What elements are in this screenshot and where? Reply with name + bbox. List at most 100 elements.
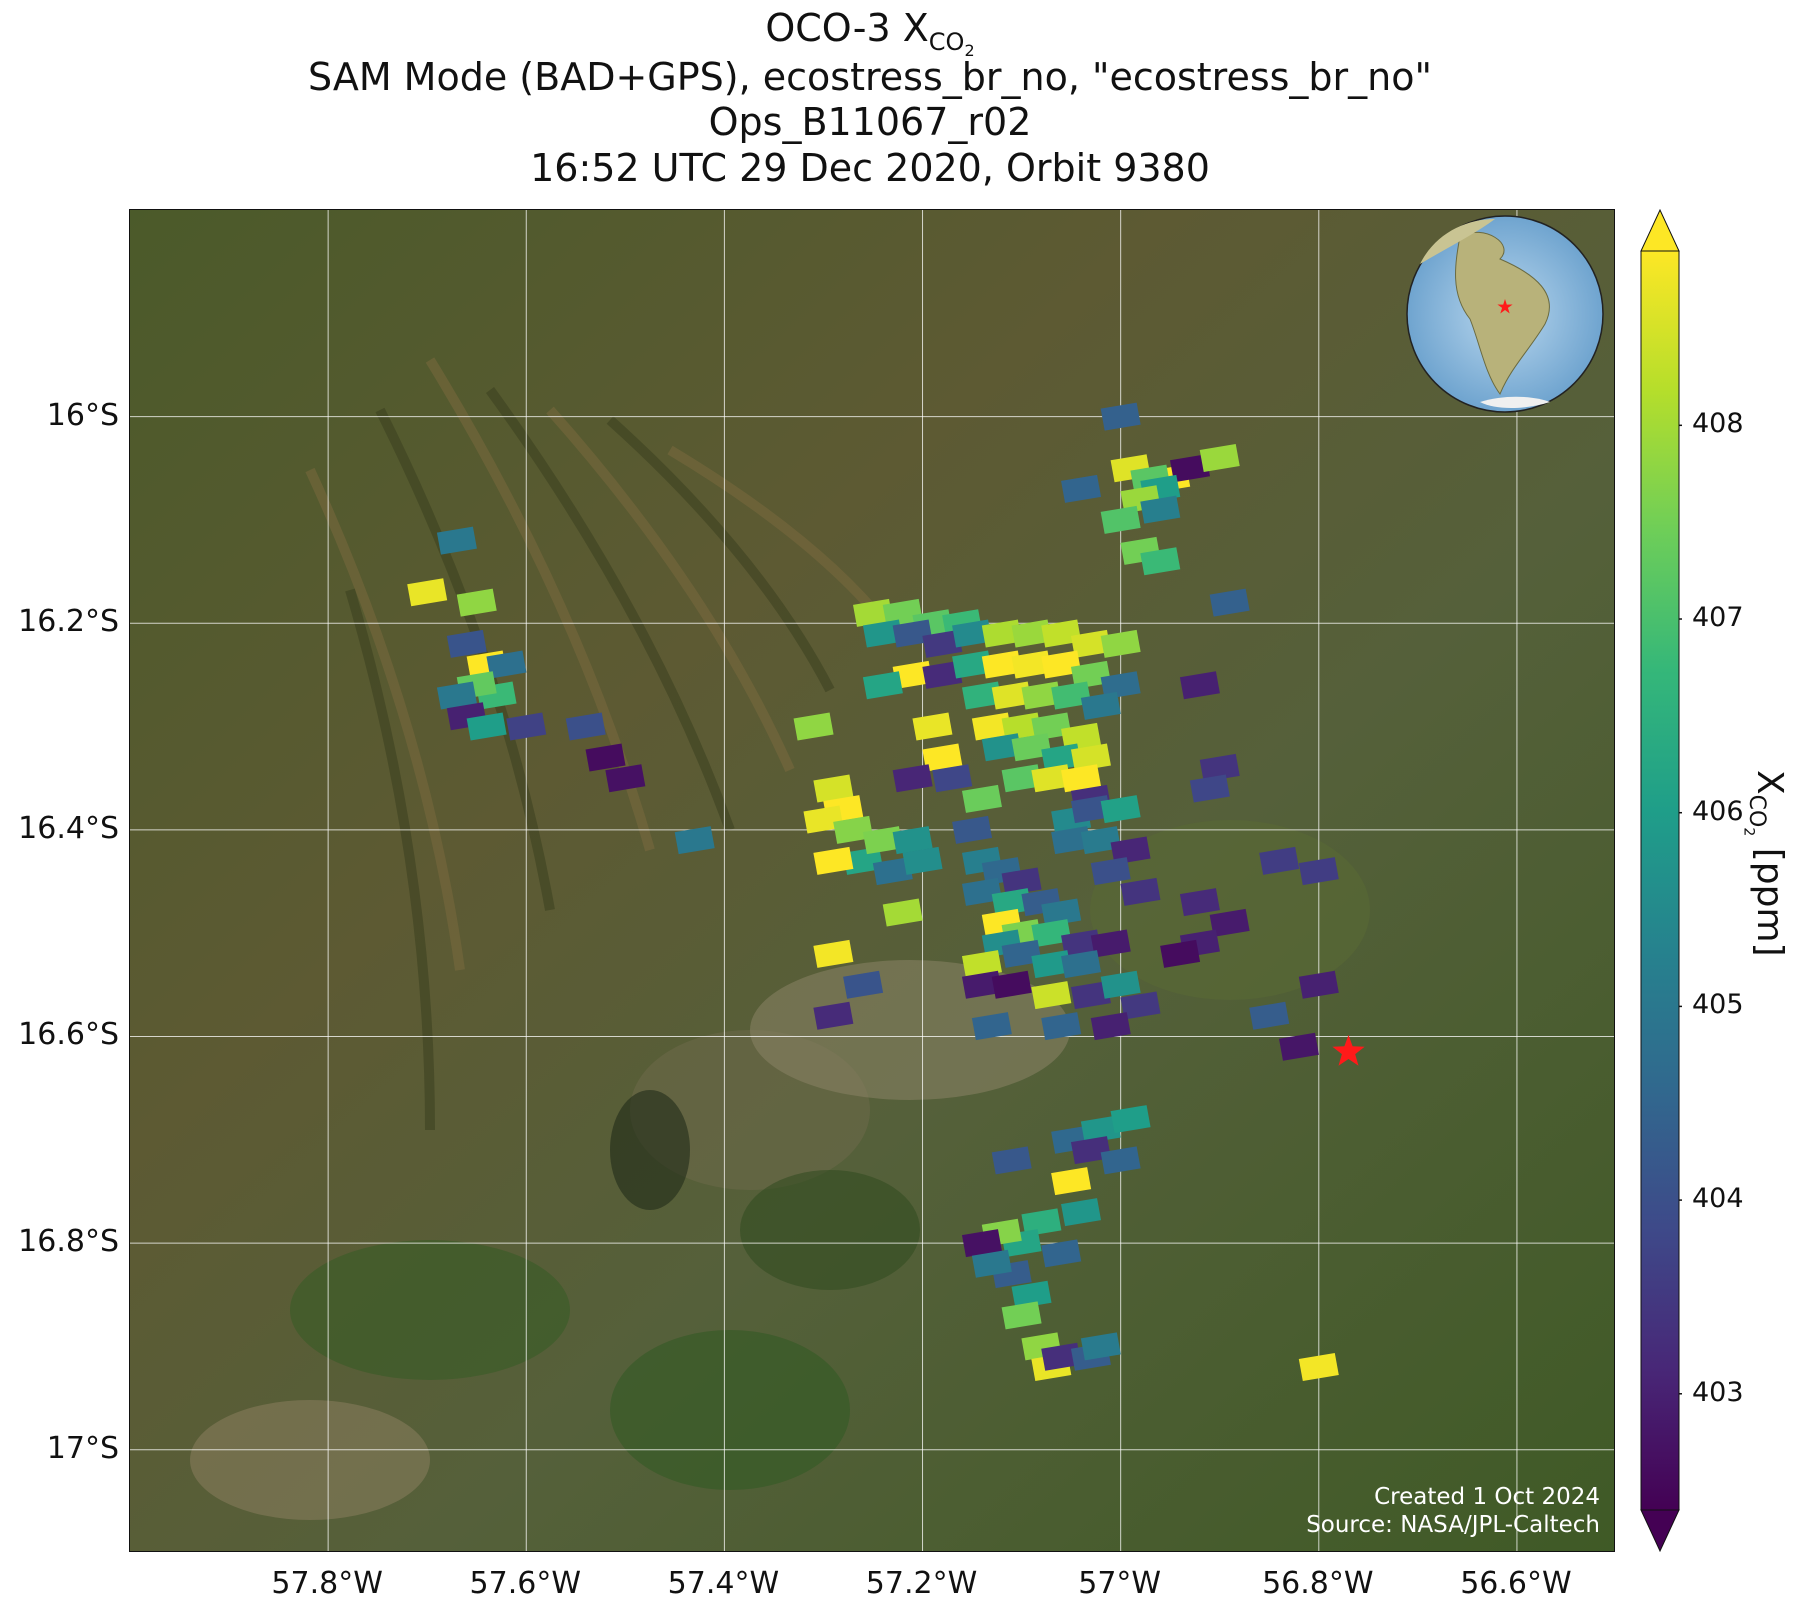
xco2-sounding (565, 712, 606, 741)
xco2-sounding (813, 939, 854, 968)
colorbar (1640, 209, 1682, 1552)
xco2-sounding (961, 784, 1002, 813)
lon-tick-label: 56.6°W (1460, 1566, 1572, 1601)
lat-tick-label: 16°S (46, 397, 119, 433)
xco2-sounding (1070, 981, 1111, 1010)
xco2-sounding (1179, 888, 1220, 917)
ridge-line (305, 467, 465, 971)
ridge-line (546, 406, 795, 773)
lon-tick-label: 56.8°W (1262, 1566, 1374, 1601)
xco2-sounding (862, 671, 903, 700)
lat-tick-label: 16.6°S (18, 1017, 119, 1053)
lon-tick-label: 57.6°W (469, 1566, 581, 1601)
xco2-sounding (1041, 619, 1082, 648)
xco2-sounding (1278, 1032, 1319, 1061)
xco2-sounding (1061, 950, 1102, 979)
xco2-sounding (1021, 1208, 1062, 1237)
xco2-sounding (1170, 454, 1211, 483)
xco2-sounding (892, 826, 933, 855)
xco2-sounding (991, 970, 1032, 999)
lat-tick-label: 16.8°S (18, 1224, 119, 1260)
xco2-sounding (1070, 743, 1111, 772)
colorbar-title: XCO2 [ppm] (1740, 770, 1790, 957)
terrain-patch (190, 1400, 430, 1520)
colorbar-gradient (1641, 251, 1679, 1510)
xco2-sounding (892, 619, 933, 648)
xco2-sounding (1090, 1012, 1131, 1041)
north-america-shape (1420, 219, 1495, 264)
terrain-features (190, 357, 1370, 1520)
xco2-sounding (1031, 712, 1072, 741)
lon-tick-label: 57°W (1078, 1566, 1162, 1601)
xco2-sounding (1199, 443, 1240, 472)
south-america-shape (1455, 231, 1550, 396)
xco2-sounding (1100, 795, 1141, 824)
xco2-sounding (1031, 919, 1072, 948)
xco2-sounding (1140, 495, 1181, 524)
title-line-3: Ops_B11067_r02 (708, 100, 1032, 144)
map-canvas[interactable] (130, 210, 1615, 1552)
lat-tick-label: 16.2°S (18, 604, 119, 640)
xco2-sounding (1209, 588, 1250, 617)
xco2-sounding (922, 660, 963, 689)
terrain-patch (750, 960, 1070, 1100)
xco2-sounding (1011, 733, 1052, 762)
xco2-sounding (1080, 1332, 1121, 1361)
xco2-sounding (833, 815, 874, 844)
colorbar-extend-max (1640, 209, 1680, 252)
xco2-sounding (407, 578, 448, 607)
title-line-2: SAM Mode (BAD+GPS), ecostress_br_no, "ec… (308, 55, 1432, 99)
xco2-sounding (1110, 1105, 1151, 1134)
xco2-sounding (1120, 877, 1161, 906)
globe-target-star-icon (1497, 299, 1513, 314)
xco2-sounding (1031, 981, 1072, 1010)
ridge-line (485, 387, 735, 832)
xco2-sounding (436, 681, 477, 710)
colorbar-tick-label: 407 (1692, 602, 1744, 633)
xco2-sounding (1298, 970, 1339, 999)
xco2-sounding (1041, 650, 1082, 679)
xco2-sounding (1001, 939, 1042, 968)
xco2-sounding (1041, 898, 1082, 927)
colorbar-tick-label: 404 (1692, 1183, 1744, 1215)
xco2-sounding (674, 826, 715, 855)
title-line-4: 16:52 UTC 29 Dec 2020, Orbit 9380 (530, 146, 1210, 190)
xco2-soundings (407, 402, 1339, 1382)
xco2-sounding (1140, 547, 1181, 576)
xco2-sounding (585, 743, 626, 772)
xco2-sounding (912, 712, 953, 741)
xco2-sounding (1100, 1146, 1141, 1175)
lon-tick-label: 57.8°W (271, 1566, 383, 1601)
xco2-sounding (486, 650, 527, 679)
xco2-sounding (1080, 826, 1121, 855)
credits: Created 1 Oct 2024 Source: NASA/JPL-Calt… (1306, 1483, 1600, 1539)
xco2-sounding (1041, 1239, 1082, 1268)
xco2-sounding (1001, 1301, 1042, 1330)
xco2-sounding (952, 815, 993, 844)
xco2-sounding (1061, 1198, 1102, 1227)
xco2-sounding (1001, 867, 1042, 896)
xco2-sounding (1298, 1353, 1339, 1382)
target-star-icon[interactable] (1332, 1035, 1365, 1066)
colorbar-tick-label: 406 (1692, 795, 1744, 827)
xco2-sounding (922, 629, 963, 658)
xco2-sounding (506, 712, 547, 741)
credits-source: Source: NASA/JPL-Caltech (1306, 1512, 1600, 1538)
xco2-sounding (961, 950, 1002, 979)
xco2-sounding (1080, 1115, 1121, 1144)
xco2-sounding (1100, 505, 1141, 534)
xco2-sounding (843, 970, 884, 999)
target-site[interactable] (1332, 1035, 1365, 1066)
colorbar-tick-label: 405 (1692, 989, 1744, 1021)
xco2-sounding (922, 743, 963, 772)
xco2-sounding (813, 774, 854, 803)
xco2-sounding (466, 712, 507, 741)
xco2-sounding (803, 805, 844, 834)
map-panel[interactable]: Created 1 Oct 2024 Source: NASA/JPL-Calt… (129, 209, 1615, 1552)
xco2-sounding (882, 598, 923, 627)
lat-tick-label: 16.4°S (18, 810, 119, 846)
xco2-sounding (1209, 908, 1250, 937)
ridge-line (606, 416, 835, 693)
xco2-sounding (1061, 764, 1102, 793)
xco2-sounding (1061, 474, 1102, 503)
